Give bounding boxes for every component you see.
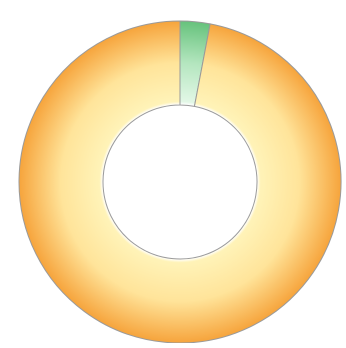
legend-text — [0, 334, 346, 348]
donut-slice-0[interactable] — [18, 20, 342, 343]
